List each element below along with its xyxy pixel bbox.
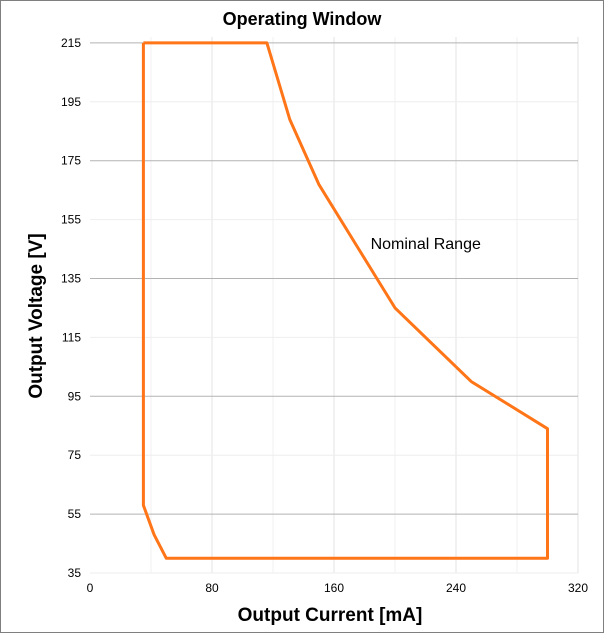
y-tick-label: 135 [61, 271, 81, 285]
grid [90, 37, 579, 574]
y-tick-label: 35 [68, 566, 82, 580]
y-tick-label: 155 [61, 213, 81, 227]
y-tick-label: 95 [68, 389, 82, 403]
series-layer [141, 41, 549, 560]
y-tick-label: 55 [68, 507, 82, 521]
y-axis-title: Output Voltage [V] [26, 233, 47, 398]
tick-labels: 35 55 75 95 115 135 155 175 195 215 0 80 160 240 320 [61, 36, 588, 595]
x-axis-title: Output Current [mA] [238, 605, 423, 626]
annotation-nominal-range: Nominal Range [371, 236, 481, 253]
x-tick-label: 160 [324, 581, 344, 595]
chart-title: Operating Window [223, 9, 383, 29]
y-tick-label: 175 [61, 154, 81, 168]
series-line-operating-window [141, 41, 549, 560]
x-tick-label: 0 [87, 581, 94, 595]
y-tick-label: 75 [68, 448, 82, 462]
x-tick-label: 320 [568, 581, 588, 595]
x-tick-label: 80 [205, 581, 219, 595]
y-tick-label: 215 [61, 36, 81, 50]
x-tick-label: 240 [446, 581, 466, 595]
y-tick-label: 195 [61, 95, 81, 109]
y-tick-label: 115 [62, 330, 81, 344]
